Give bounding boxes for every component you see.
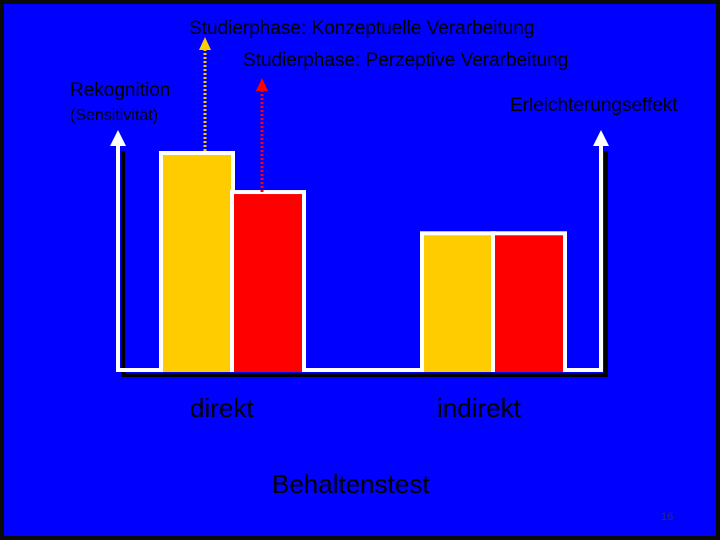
axis-shadow — [121, 151, 608, 377]
y-axis-label: Rekognition — [70, 80, 171, 101]
x-axis-title: Behaltenstest — [272, 469, 430, 499]
legend-entry-perzeptiv: Studierphase: Perzeptive Verarbeitung — [243, 50, 569, 71]
left-axis-arrowhead — [110, 130, 126, 146]
bar-indirekt-series-0 — [424, 235, 492, 372]
right-axis-label: Erleichterungseffekt — [510, 95, 678, 116]
slide-number: 16 — [661, 511, 674, 523]
y-axis-sublabel: (Sensitivität) — [70, 107, 159, 124]
axes-frame — [116, 145, 603, 372]
x-category-direkt: direkt — [190, 393, 254, 423]
right-axis-arrowhead — [593, 130, 609, 146]
bar-direkt-series-0 — [163, 155, 231, 372]
legend-pointer-perzeptiv-arrowhead — [256, 78, 268, 91]
legend-pointer-konzeptuell-arrowhead — [199, 37, 211, 50]
bar-indirekt-series-1 — [495, 235, 563, 372]
legend-entry-konzeptuell: Studierphase: Konzeptuelle Verarbeitung — [189, 18, 535, 39]
x-category-indirekt: indirekt — [437, 393, 521, 423]
bar-direkt-series-1 — [234, 194, 302, 372]
